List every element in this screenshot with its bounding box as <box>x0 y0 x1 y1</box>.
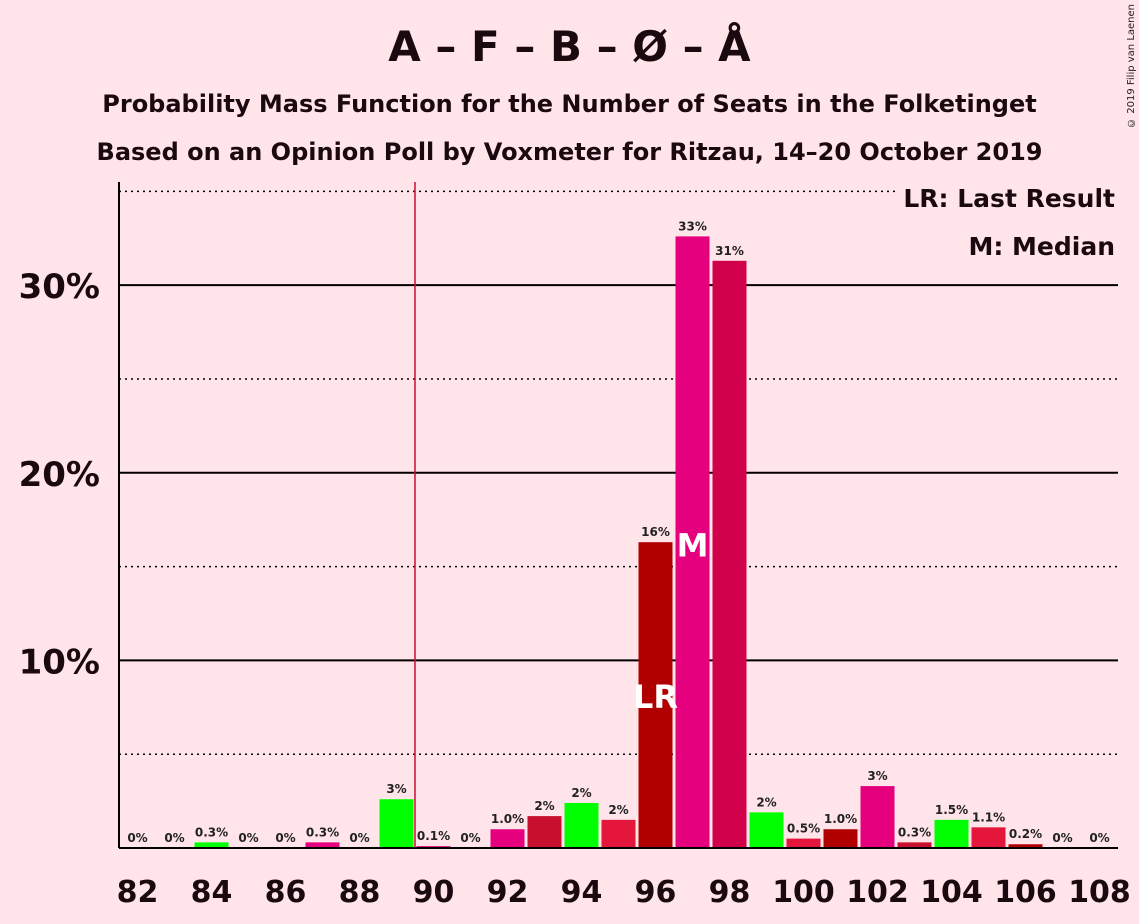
bar-label-83: 0% <box>164 831 184 845</box>
bar-label-89: 3% <box>386 782 406 796</box>
bar-label-84: 0.3% <box>195 825 228 839</box>
bar-label-103: 0.3% <box>898 825 931 839</box>
bar-89 <box>379 799 414 848</box>
bar-label-104: 1.5% <box>935 803 968 817</box>
x-tick-label-84: 84 <box>191 875 233 910</box>
bar-label-94: 2% <box>571 786 591 800</box>
bar-93 <box>527 816 562 848</box>
bar-96 <box>638 542 673 848</box>
y-tick-label-30: 30% <box>19 267 100 307</box>
bar-97 <box>675 236 710 848</box>
x-tick-label-102: 102 <box>846 875 909 910</box>
bar-104 <box>934 819 969 848</box>
x-tick-label-100: 100 <box>772 875 835 910</box>
bar-105 <box>971 827 1006 848</box>
bar-label-101: 1.0% <box>824 812 857 826</box>
bar-label-106: 0.2% <box>1009 827 1042 841</box>
bar-label-97: 33% <box>678 219 707 233</box>
bar-label-100: 0.5% <box>787 822 820 836</box>
x-tick-label-86: 86 <box>265 875 307 910</box>
x-tick-label-92: 92 <box>487 875 529 910</box>
x-tick-label-104: 104 <box>920 875 983 910</box>
bar-label-102: 3% <box>867 769 887 783</box>
legend-median: M: Median <box>964 232 1119 261</box>
bar-103 <box>897 842 932 848</box>
chart-title: A – F – B – Ø – Å <box>388 22 751 71</box>
bar-label-91: 0% <box>460 831 480 845</box>
bar-label-107: 0% <box>1052 831 1072 845</box>
bar-84 <box>194 842 229 848</box>
bar-98 <box>712 260 747 848</box>
bar-label-92: 1.0% <box>491 812 524 826</box>
chart-subtitle-1: Probability Mass Function for the Number… <box>102 90 1037 118</box>
bar-label-93: 2% <box>534 799 554 813</box>
bar-label-82: 0% <box>127 831 147 845</box>
bar-106 <box>1008 844 1043 848</box>
y-tick-label-10: 10% <box>19 642 100 682</box>
x-tick-label-96: 96 <box>635 875 677 910</box>
bar-label-98: 31% <box>715 244 744 258</box>
chart-subtitle-2: Based on an Opinion Poll by Voxmeter for… <box>96 138 1043 166</box>
bar-94 <box>564 802 599 848</box>
bar-102 <box>860 786 895 848</box>
bar-87 <box>305 842 340 848</box>
x-tick-label-98: 98 <box>709 875 751 910</box>
bar-label-87: 0.3% <box>306 825 339 839</box>
bar-92 <box>490 829 525 848</box>
legend-last-result: LR: Last Result <box>899 184 1119 213</box>
bar-label-105: 1.1% <box>972 810 1005 824</box>
bar-label-90: 0.1% <box>417 829 450 843</box>
bar-label-99: 2% <box>756 795 776 809</box>
x-tick-label-90: 90 <box>413 875 455 910</box>
x-tick-label-108: 108 <box>1068 875 1131 910</box>
bar-100 <box>786 838 821 848</box>
bar-label-96: 16% <box>641 525 670 539</box>
last-result-marker: LR <box>633 678 678 716</box>
y-tick-label-20: 20% <box>19 455 100 495</box>
x-tick-label-94: 94 <box>561 875 603 910</box>
bar-label-95: 2% <box>608 803 628 817</box>
median-marker: M <box>677 526 709 564</box>
x-tick-label-106: 106 <box>994 875 1057 910</box>
bar-label-88: 0% <box>349 831 369 845</box>
bar-label-86: 0% <box>275 831 295 845</box>
x-tick-label-82: 82 <box>117 875 159 910</box>
bar-99 <box>749 812 784 848</box>
bar-95 <box>601 819 636 848</box>
bar-label-108: 0% <box>1089 831 1109 845</box>
bar-101 <box>823 829 858 848</box>
bar-label-85: 0% <box>238 831 258 845</box>
x-tick-label-88: 88 <box>339 875 381 910</box>
